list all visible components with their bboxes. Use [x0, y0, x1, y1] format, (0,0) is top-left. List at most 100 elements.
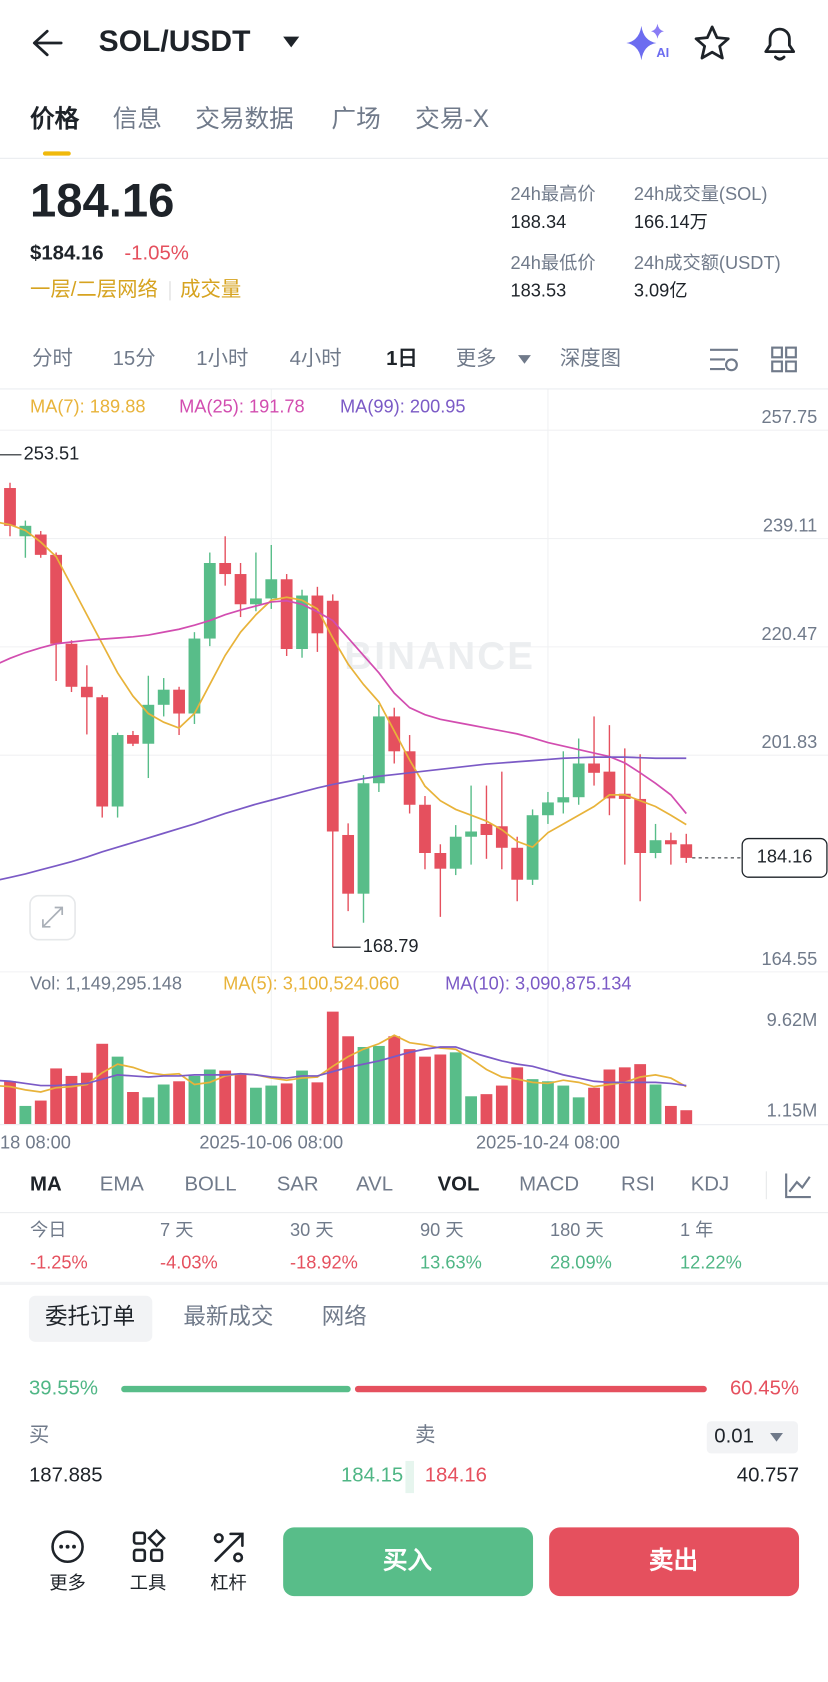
period-change: -4.03% [160, 1251, 218, 1272]
interval[interactable]: 更多 [456, 347, 497, 370]
precision-select[interactable] [706, 1421, 798, 1454]
volume-bar [311, 1082, 324, 1125]
sell-button[interactable] [549, 1527, 800, 1597]
candle-body [557, 797, 570, 803]
volume-bar [495, 1085, 508, 1125]
interval[interactable]: 4小时 [290, 347, 342, 370]
candle-body [603, 771, 616, 799]
favorite-button[interactable] [694, 25, 730, 60]
order-tab[interactable]: 最新成交 [183, 1304, 273, 1329]
alert-button[interactable] [764, 27, 796, 61]
candle-body [372, 716, 385, 784]
volume-bar [618, 1067, 631, 1125]
ma-line [0, 756, 687, 881]
interval[interactable]: 分时 [32, 347, 73, 370]
volume-bar [357, 1046, 370, 1125]
volume-bar [680, 1110, 693, 1125]
volume-bar [326, 1011, 339, 1125]
buy-label[interactable]: 买入 [383, 1547, 433, 1574]
indicator[interactable]: VOL [438, 1174, 480, 1196]
action-label[interactable]: 杠杆 [210, 1572, 246, 1593]
candlestick-chart: 18 08:00 2025-10-06 08:00 2025-10-24 08:00… [0, 389, 828, 1152]
interval[interactable]: 15分 [113, 347, 156, 370]
volume-bar [634, 1064, 647, 1125]
indicator[interactable]: MACD [519, 1174, 579, 1196]
layout-button[interactable] [771, 346, 797, 373]
buy-ratio-bar [121, 1385, 351, 1393]
volume-bar [19, 1105, 32, 1125]
volume-bar [449, 1052, 462, 1125]
action-label[interactable]: 更多 [49, 1572, 85, 1593]
legend-entry: MA(7): 189.88 [30, 396, 145, 417]
indicator[interactable]: RSI [621, 1174, 655, 1196]
last-price-box [741, 837, 828, 878]
price-change: -1.05% [124, 243, 189, 265]
tab[interactable]: 交易-X [415, 105, 489, 133]
interval[interactable]: 1小时 [196, 347, 248, 370]
y-tick-label: 164.55 [762, 948, 818, 969]
tab[interactable]: 广场 [331, 105, 380, 133]
order-tab[interactable]: 委托订单 [45, 1304, 135, 1329]
expand-button[interactable] [29, 894, 76, 941]
interval[interactable]: 1日 [386, 348, 418, 370]
candle-body [588, 763, 600, 773]
indicator[interactable]: KDJ [691, 1174, 729, 1196]
tag[interactable]: 一层/二层网络 [30, 278, 158, 301]
volume-bar [403, 1049, 416, 1125]
tag[interactable]: 成交量 [180, 278, 241, 301]
tab[interactable]: 交易数据 [195, 105, 294, 133]
candle-body [403, 751, 416, 805]
period-label: 90 天 [420, 1219, 464, 1240]
volume-bar [388, 1036, 401, 1125]
volume-bar [111, 1056, 124, 1125]
y-tick-label: 220.47 [762, 623, 818, 644]
volume-bar [511, 1067, 524, 1125]
tab[interactable]: 信息 [113, 105, 162, 133]
candle-body [419, 804, 431, 854]
more-action[interactable] [51, 1530, 84, 1564]
period-change: 28.09% [550, 1251, 612, 1272]
indicator[interactable]: SAR [277, 1174, 319, 1196]
indicator[interactable]: AVL [356, 1174, 393, 1196]
ask-price: 184.16 [425, 1464, 487, 1486]
candle-body [480, 823, 493, 835]
order-tab[interactable]: 网络 [322, 1304, 367, 1329]
volume-bar [664, 1105, 677, 1125]
indicator[interactable]: BOLL [184, 1174, 236, 1196]
chart-settings[interactable] [710, 348, 738, 372]
stat-label: 24h最高价 [511, 183, 596, 204]
more-dropdown[interactable] [518, 355, 531, 364]
volume-bar [4, 1081, 16, 1125]
candle-body [342, 834, 355, 894]
indicator-settings[interactable] [785, 1173, 811, 1199]
buy-button[interactable] [283, 1527, 534, 1597]
back-button[interactable] [32, 29, 63, 57]
volume-bar [342, 1036, 355, 1125]
indicator[interactable]: MA [30, 1174, 62, 1196]
precision-value[interactable]: 0.01 [714, 1426, 754, 1448]
period-change: -18.92% [290, 1251, 358, 1272]
column-header: 卖 [415, 1424, 435, 1447]
interval[interactable]: 深度图 [560, 347, 621, 370]
precision-dropdown[interactable] [770, 1433, 783, 1442]
tools-action[interactable] [132, 1528, 166, 1562]
volume-bar [480, 1094, 493, 1125]
volume-bar [142, 1097, 155, 1125]
ai-button[interactable]: AI [626, 23, 669, 61]
tab[interactable]: 价格 [30, 104, 80, 133]
sell-label[interactable]: 卖出 [649, 1546, 698, 1574]
pair-dropdown[interactable] [283, 36, 300, 48]
candle-body [265, 579, 278, 599]
indicator[interactable]: EMA [100, 1174, 145, 1196]
margin-action[interactable] [213, 1532, 244, 1563]
ma-line [0, 599, 687, 815]
candle-body [296, 595, 308, 650]
candle-body [219, 562, 232, 575]
volume-bar [250, 1087, 262, 1125]
tab-pill [28, 1295, 153, 1342]
period-label: 1 年 [680, 1219, 713, 1240]
y-tick-label: 201.83 [762, 731, 818, 752]
pair-title[interactable]: SOL/USDT [99, 25, 251, 58]
action-label[interactable]: 工具 [130, 1572, 166, 1593]
volume-bar [603, 1069, 616, 1125]
